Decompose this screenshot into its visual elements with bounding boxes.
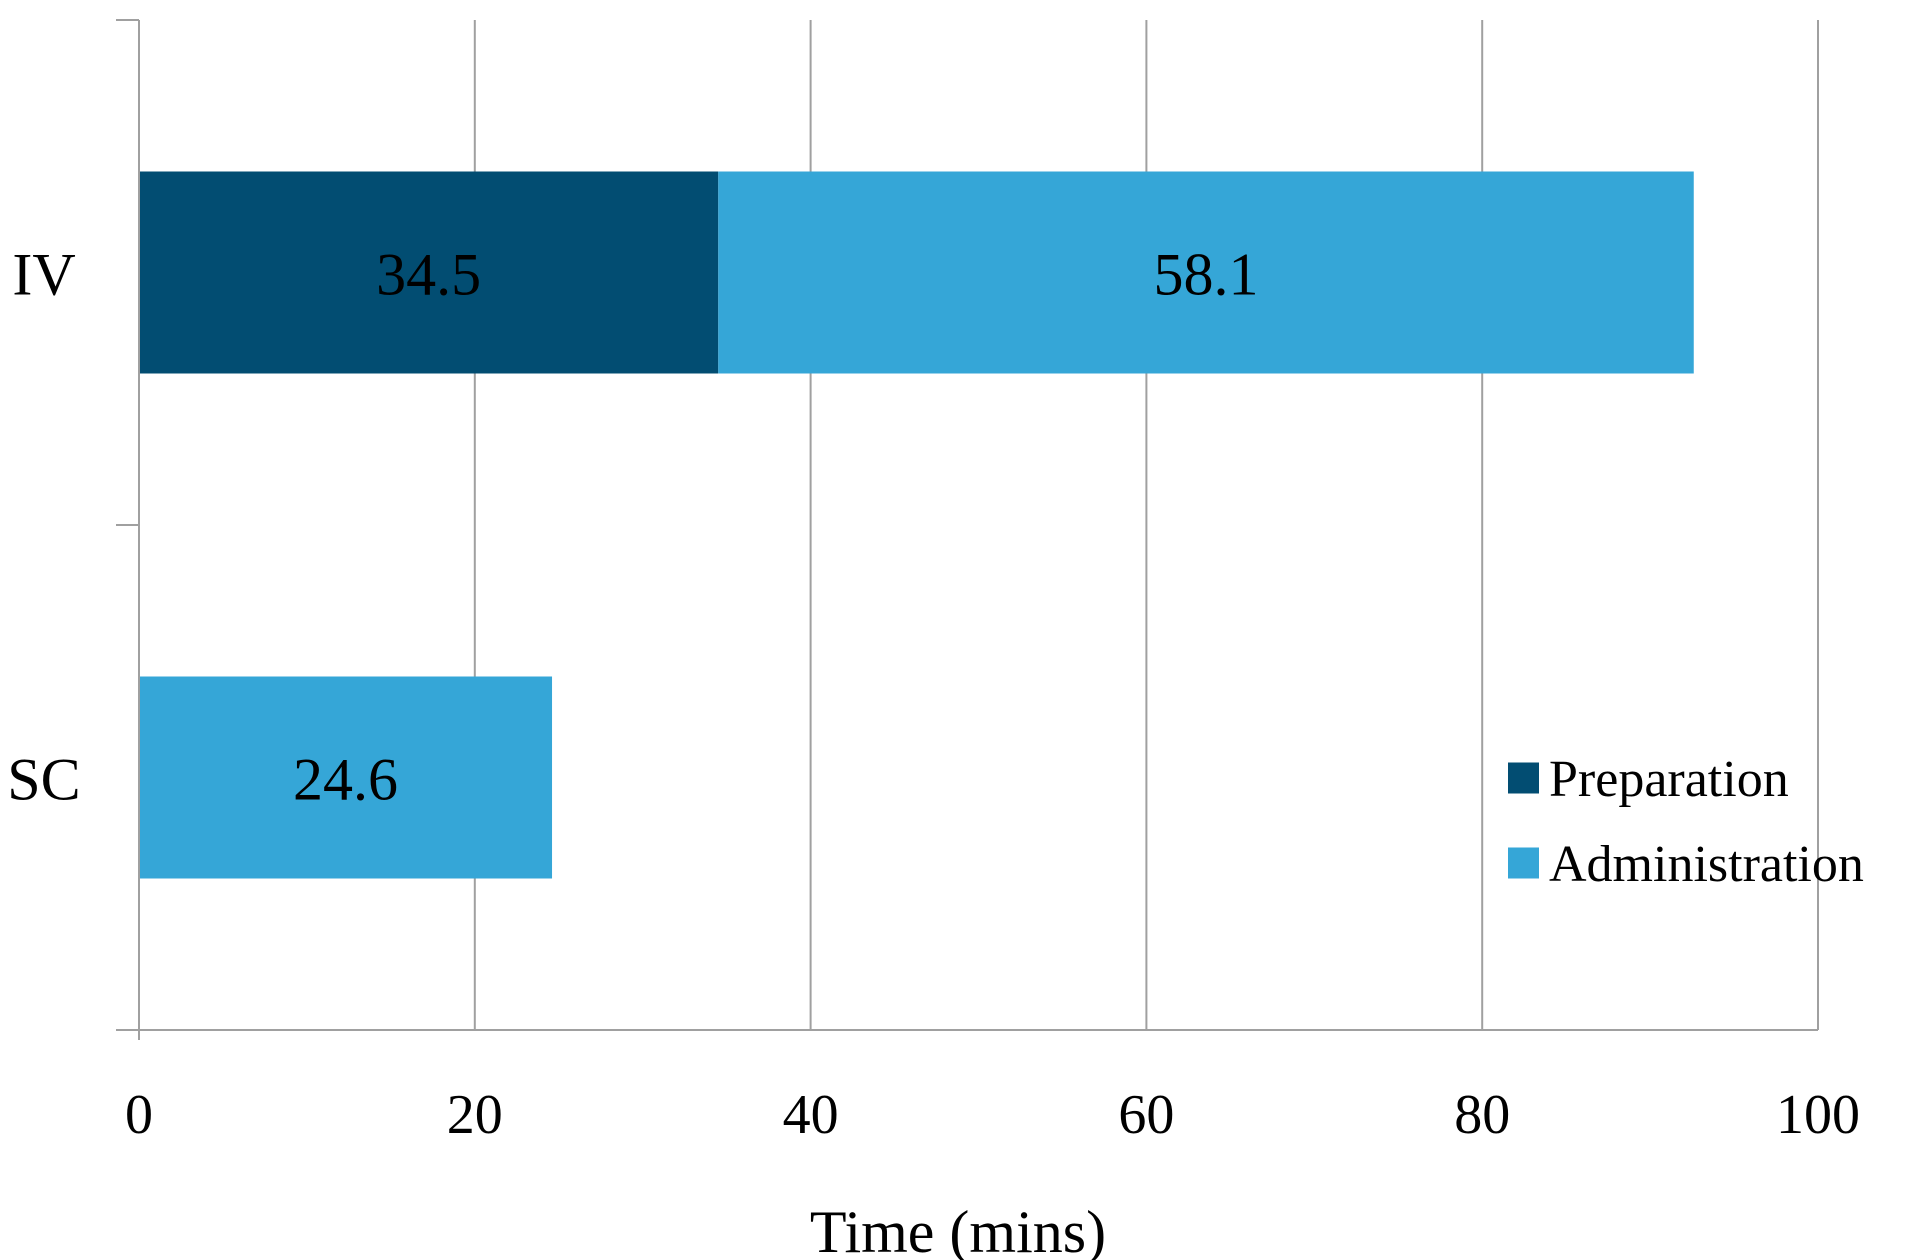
x-tick-label-0: 0 — [125, 1084, 153, 1146]
data-label-sc-administration: 24.6 — [293, 747, 398, 813]
x-tick-label-60: 60 — [1118, 1084, 1174, 1146]
legend: Preparation Administration — [1508, 751, 1864, 893]
x-tick-label-100: 100 — [1776, 1084, 1860, 1146]
bar-sc-administration — [139, 676, 553, 879]
data-label-iv-preparation: 34.5 — [376, 242, 481, 308]
bars — [139, 171, 1694, 879]
data-label-iv-administration: 58.1 — [1154, 242, 1259, 308]
x-tick-labels: 0 20 40 60 80 100 — [125, 1084, 1860, 1146]
bar-iv-administration — [718, 171, 1694, 374]
data-labels: 34.5 58.1 24.6 — [293, 242, 1258, 813]
legend-swatch-preparation — [1508, 762, 1539, 794]
x-axis-title: Time (mins) — [810, 1199, 1106, 1260]
x-tick-label-40: 40 — [783, 1084, 839, 1146]
bar-iv-preparation — [139, 171, 719, 374]
x-tick-label-20: 20 — [447, 1084, 503, 1146]
axes — [116, 19, 1818, 1040]
legend-swatch-administration — [1508, 847, 1539, 879]
category-label-sc: SC — [7, 747, 80, 813]
category-label-iv: IV — [12, 242, 75, 308]
legend-label-administration: Administration — [1549, 836, 1864, 893]
category-labels: IV SC — [7, 242, 80, 813]
x-tick-label-80: 80 — [1454, 1084, 1510, 1146]
legend-label-preparation: Preparation — [1549, 751, 1789, 808]
